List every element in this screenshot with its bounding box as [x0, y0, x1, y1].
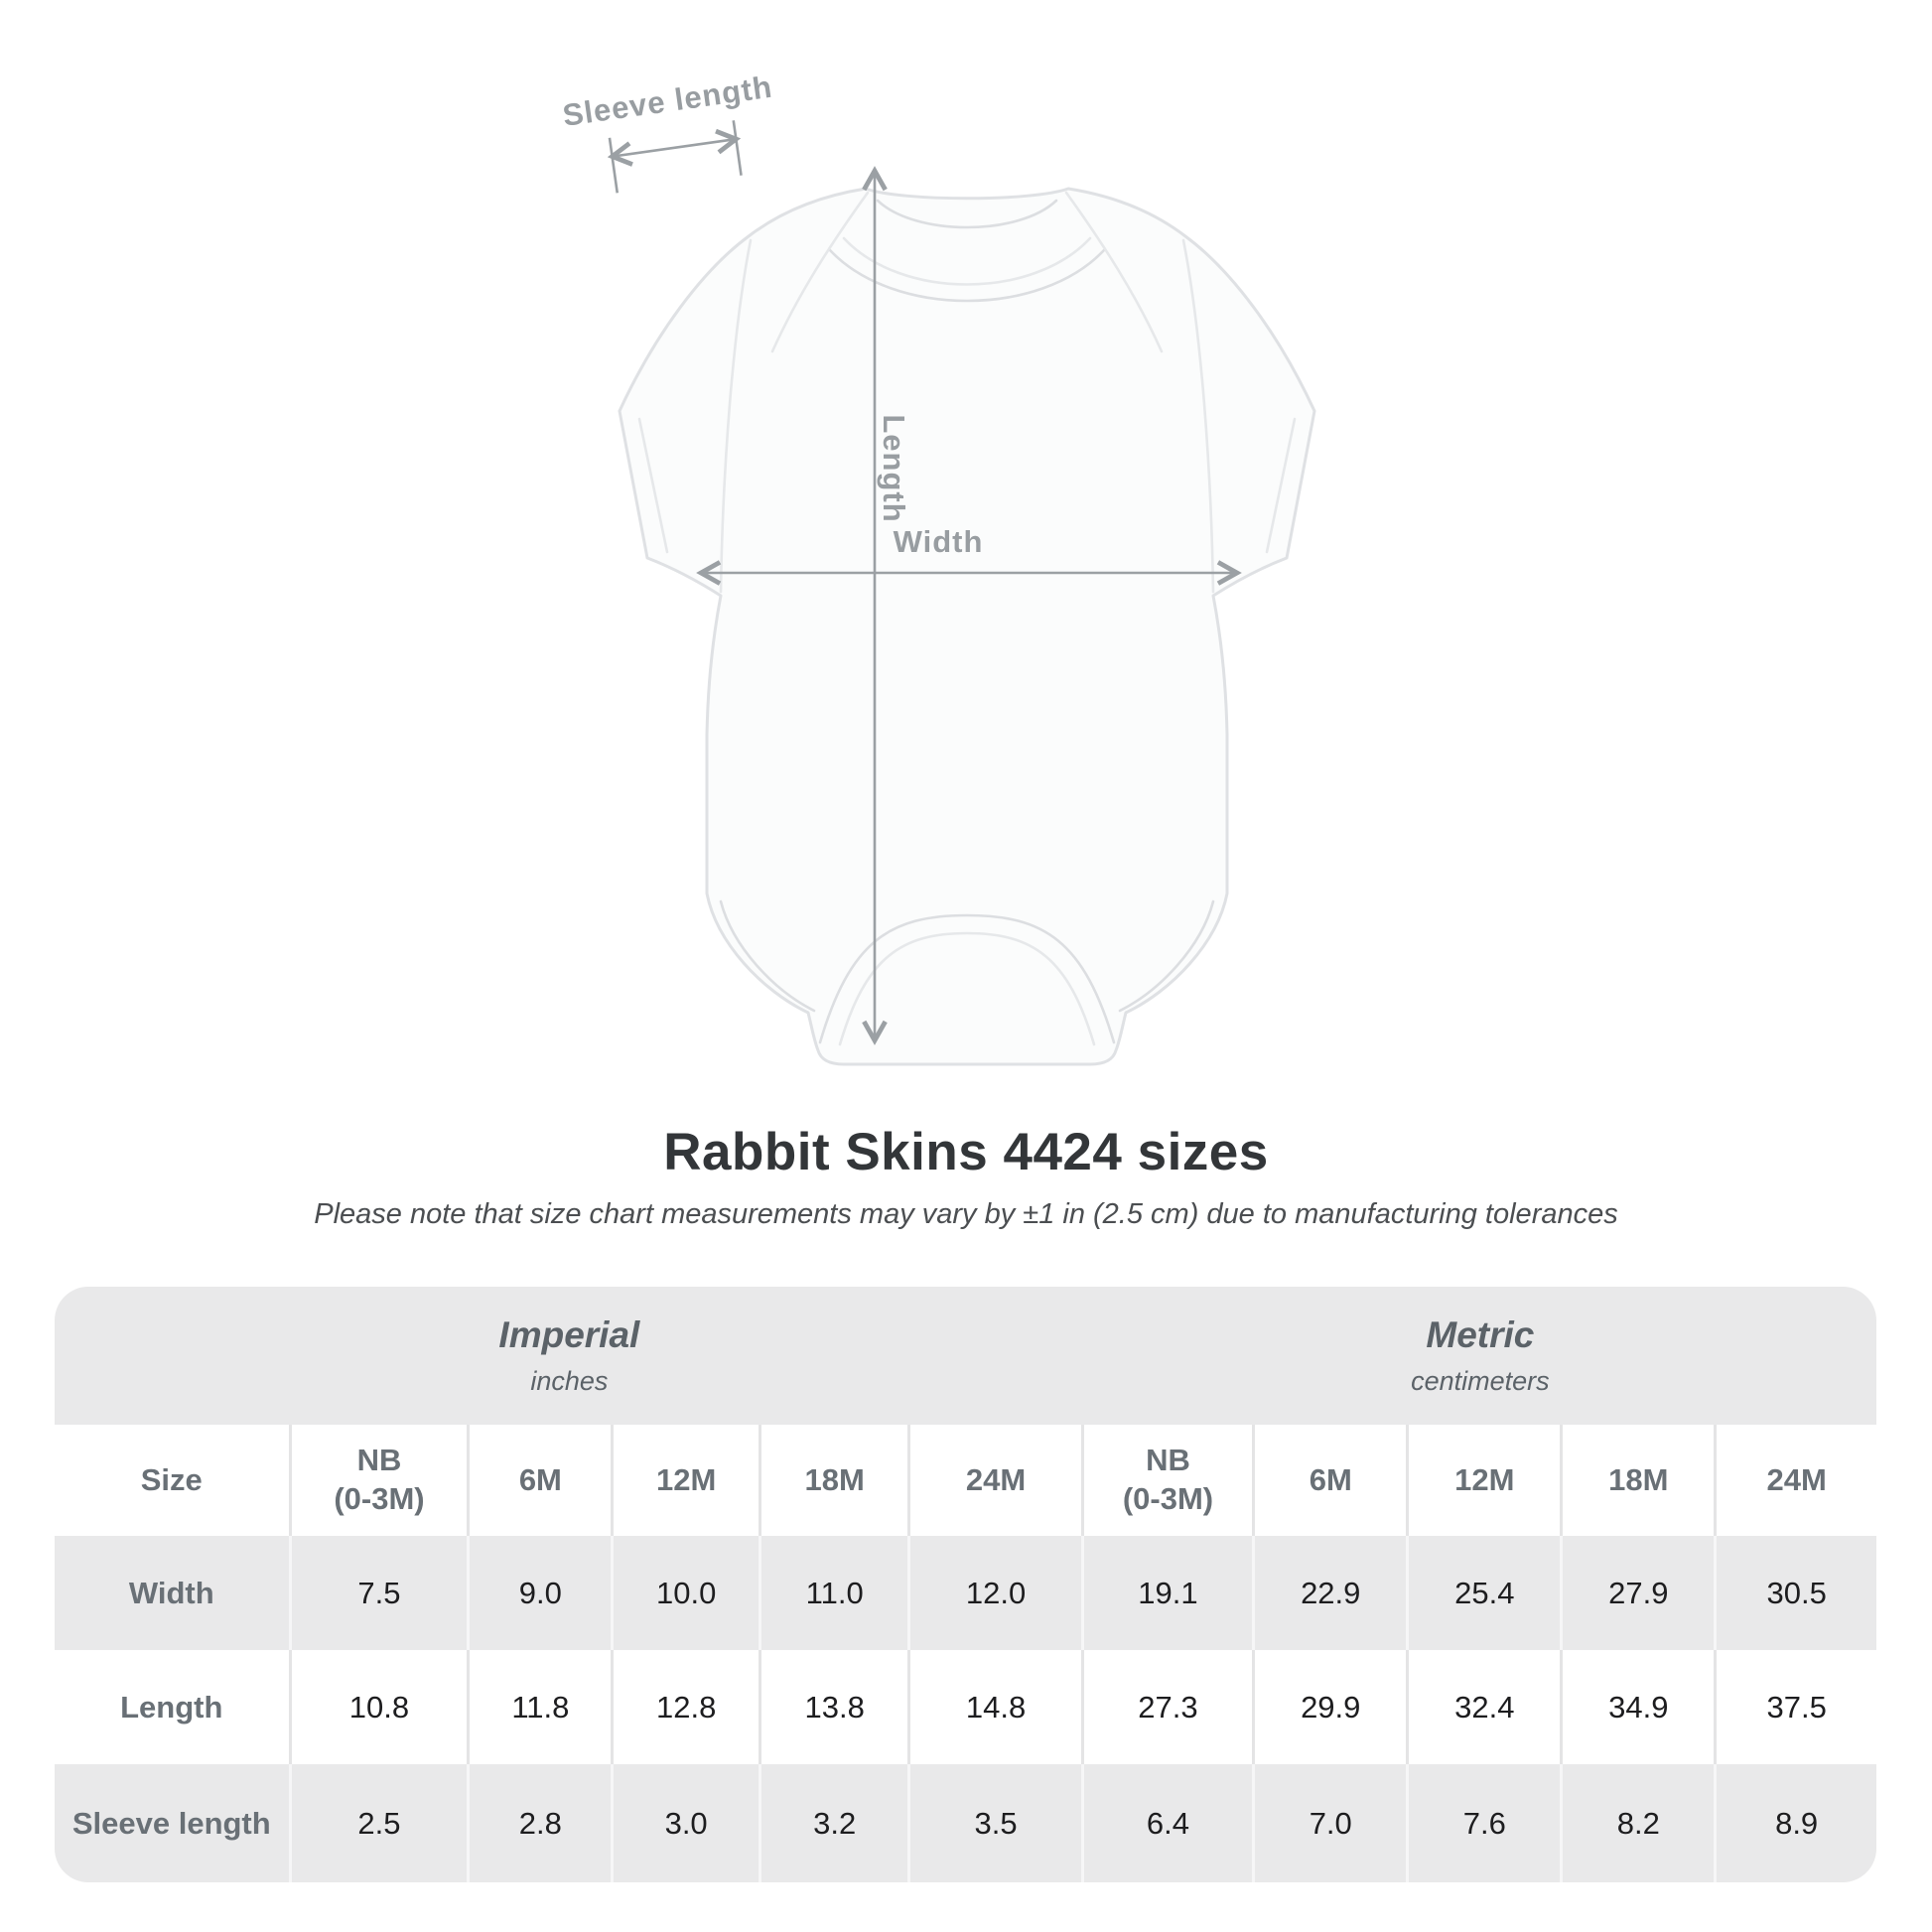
- size-value-cell: 3.5: [910, 1764, 1084, 1882]
- sleeve-length-dimension: Sleeve length: [561, 69, 775, 194]
- row-label-length: Length: [55, 1650, 292, 1764]
- length-row: Length 10.8 11.8 12.8 13.8 14.8 27.3 29.…: [55, 1650, 1876, 1764]
- size-value-cell: 13.8: [761, 1650, 911, 1764]
- col-header-nb-metric: NB (0-3M): [1084, 1425, 1256, 1536]
- size-value-cell: 10.0: [614, 1536, 761, 1650]
- size-value-cell: 6.4: [1084, 1764, 1256, 1882]
- onesie-measurement-diagram: Length Width Sleeve length: [561, 69, 1316, 1066]
- size-value-cell: 2.5: [292, 1764, 471, 1882]
- onesie-seams: [637, 191, 1297, 1046]
- col-header-24m-imperial: 24M: [910, 1425, 1084, 1536]
- length-dimension: Length: [875, 171, 911, 1040]
- size-chart-table: Imperial inches Metric centimeters Size …: [55, 1287, 1876, 1882]
- size-value-cell: 7.0: [1255, 1764, 1410, 1882]
- size-value-cell: 27.3: [1084, 1650, 1256, 1764]
- metric-label: Metric: [1426, 1314, 1535, 1355]
- size-value-cell: 22.9: [1255, 1536, 1410, 1650]
- size-value-cell: 14.8: [910, 1650, 1084, 1764]
- imperial-label: Imperial: [498, 1314, 640, 1355]
- sleeve-length-label: Sleeve length: [561, 69, 775, 133]
- size-value-cell: 29.9: [1255, 1650, 1410, 1764]
- col-header-6m-imperial: 6M: [470, 1425, 615, 1536]
- size-header-row: Size NB (0-3M) 6M 12M 18M 24M NB (0-3M) …: [55, 1425, 1876, 1536]
- size-value-cell: 3.2: [761, 1764, 911, 1882]
- size-col-header: Size: [55, 1425, 292, 1536]
- size-value-cell: 32.4: [1409, 1650, 1564, 1764]
- onesie-illustration: [618, 187, 1316, 1066]
- page-title: Rabbit Skins 4424 sizes: [663, 1123, 1269, 1181]
- size-value-cell: 3.0: [614, 1764, 761, 1882]
- size-value-cell: 7.6: [1409, 1764, 1564, 1882]
- size-value-cell: 2.8: [470, 1764, 615, 1882]
- onesie-body: [618, 187, 1316, 1066]
- metric-section-header: Metric centimeters: [1084, 1287, 1876, 1425]
- size-value-cell: 12.8: [614, 1650, 761, 1764]
- col-header-6m-metric: 6M: [1255, 1425, 1410, 1536]
- metric-unit-label: centimeters: [1411, 1366, 1550, 1396]
- col-header-12m-metric: 12M: [1409, 1425, 1564, 1536]
- col-header-24m-metric: 24M: [1766, 1461, 1827, 1497]
- col-header-18m-imperial: 18M: [761, 1425, 911, 1536]
- heading-block: Rabbit Skins 4424 sizes Please note that…: [0, 1122, 1932, 1231]
- col-header-18m-metric: 18M: [1563, 1425, 1718, 1536]
- size-value-cell: 9.0: [470, 1536, 615, 1650]
- size-value-cell: 25.4: [1409, 1536, 1564, 1650]
- col-header-12m-imperial: 12M: [614, 1425, 761, 1536]
- size-value-cell: 11.0: [761, 1536, 911, 1650]
- tolerance-note: Please note that size chart measurements…: [314, 1198, 1618, 1230]
- size-value-cell: 8.2: [1563, 1764, 1718, 1882]
- size-value-cell: 30.5: [1766, 1575, 1827, 1610]
- length-label: Length: [877, 414, 911, 522]
- unit-header-band: Imperial inches Metric centimeters: [55, 1287, 1876, 1425]
- width-row: Width 7.5 9.0 10.0 11.0 12.0 19.1 22.9 2…: [55, 1536, 1876, 1650]
- size-value-cell: 12.0: [910, 1536, 1084, 1650]
- size-value-cell: 10.8: [292, 1650, 471, 1764]
- size-value-cell: 8.9: [1775, 1805, 1819, 1841]
- imperial-section-header: Imperial inches: [55, 1287, 1084, 1425]
- size-value-cell: 27.9: [1563, 1536, 1718, 1650]
- size-value-cell: 19.1: [1084, 1536, 1256, 1650]
- col-header-nb-imperial: NB (0-3M): [292, 1425, 471, 1536]
- row-label-sleeve-length: Sleeve length: [55, 1764, 292, 1882]
- imperial-unit-label: inches: [530, 1366, 609, 1396]
- size-value-cell: 37.5: [1766, 1689, 1827, 1725]
- row-label-width: Width: [55, 1536, 292, 1650]
- sleeve-length-row: Sleeve length 2.5 2.8 3.0 3.2 3.5 6.4 7.…: [55, 1764, 1876, 1882]
- width-dimension: Width: [701, 524, 1237, 573]
- width-label: Width: [894, 524, 984, 559]
- size-value-cell: 34.9: [1563, 1650, 1718, 1764]
- size-value-cell: 11.8: [470, 1650, 615, 1764]
- size-value-cell: 7.5: [292, 1536, 471, 1650]
